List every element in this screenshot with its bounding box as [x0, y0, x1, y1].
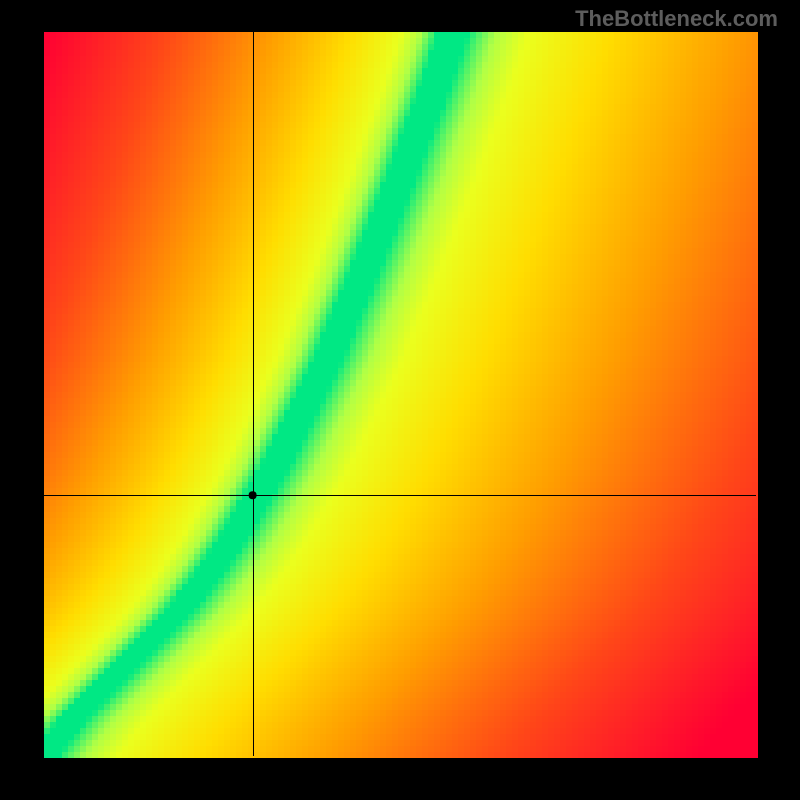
watermark-text: TheBottleneck.com [575, 6, 778, 32]
bottleneck-heatmap [0, 0, 800, 800]
chart-container: TheBottleneck.com [0, 0, 800, 800]
